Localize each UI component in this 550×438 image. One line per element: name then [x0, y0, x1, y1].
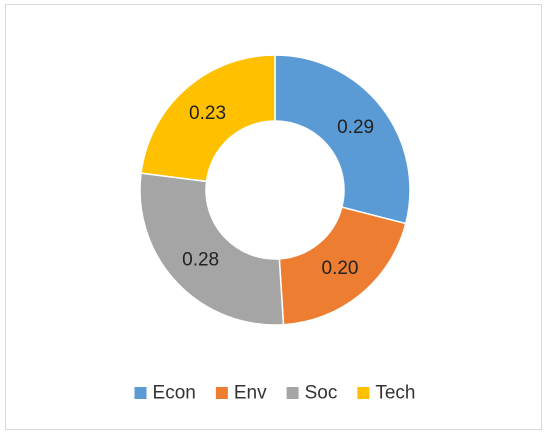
- slice-tech: [140, 54, 276, 183]
- data-label-econ: 0.29: [337, 117, 374, 138]
- legend-swatch-soc: [286, 387, 299, 399]
- data-label-env: 0.20: [322, 258, 359, 279]
- legend: Econ Env Soc Tech: [134, 383, 415, 404]
- data-labels: 0.29 0.20 0.28 0.23: [182, 103, 374, 279]
- legend-swatch-econ: [134, 387, 147, 399]
- legend-label-soc: Soc: [305, 383, 338, 404]
- slice-soc: [139, 172, 285, 326]
- legend-label-env: Env: [234, 383, 267, 404]
- legend-swatch-env: [215, 387, 228, 399]
- legend-label-tech: Tech: [375, 383, 415, 404]
- legend-swatch-tech: [357, 387, 370, 399]
- donut-slices: [139, 54, 411, 326]
- data-label-soc: 0.28: [182, 249, 219, 270]
- data-label-tech: 0.23: [189, 103, 226, 124]
- slice-econ: [274, 54, 411, 225]
- slice-env: [278, 206, 407, 326]
- legend-label-econ: Econ: [153, 383, 196, 404]
